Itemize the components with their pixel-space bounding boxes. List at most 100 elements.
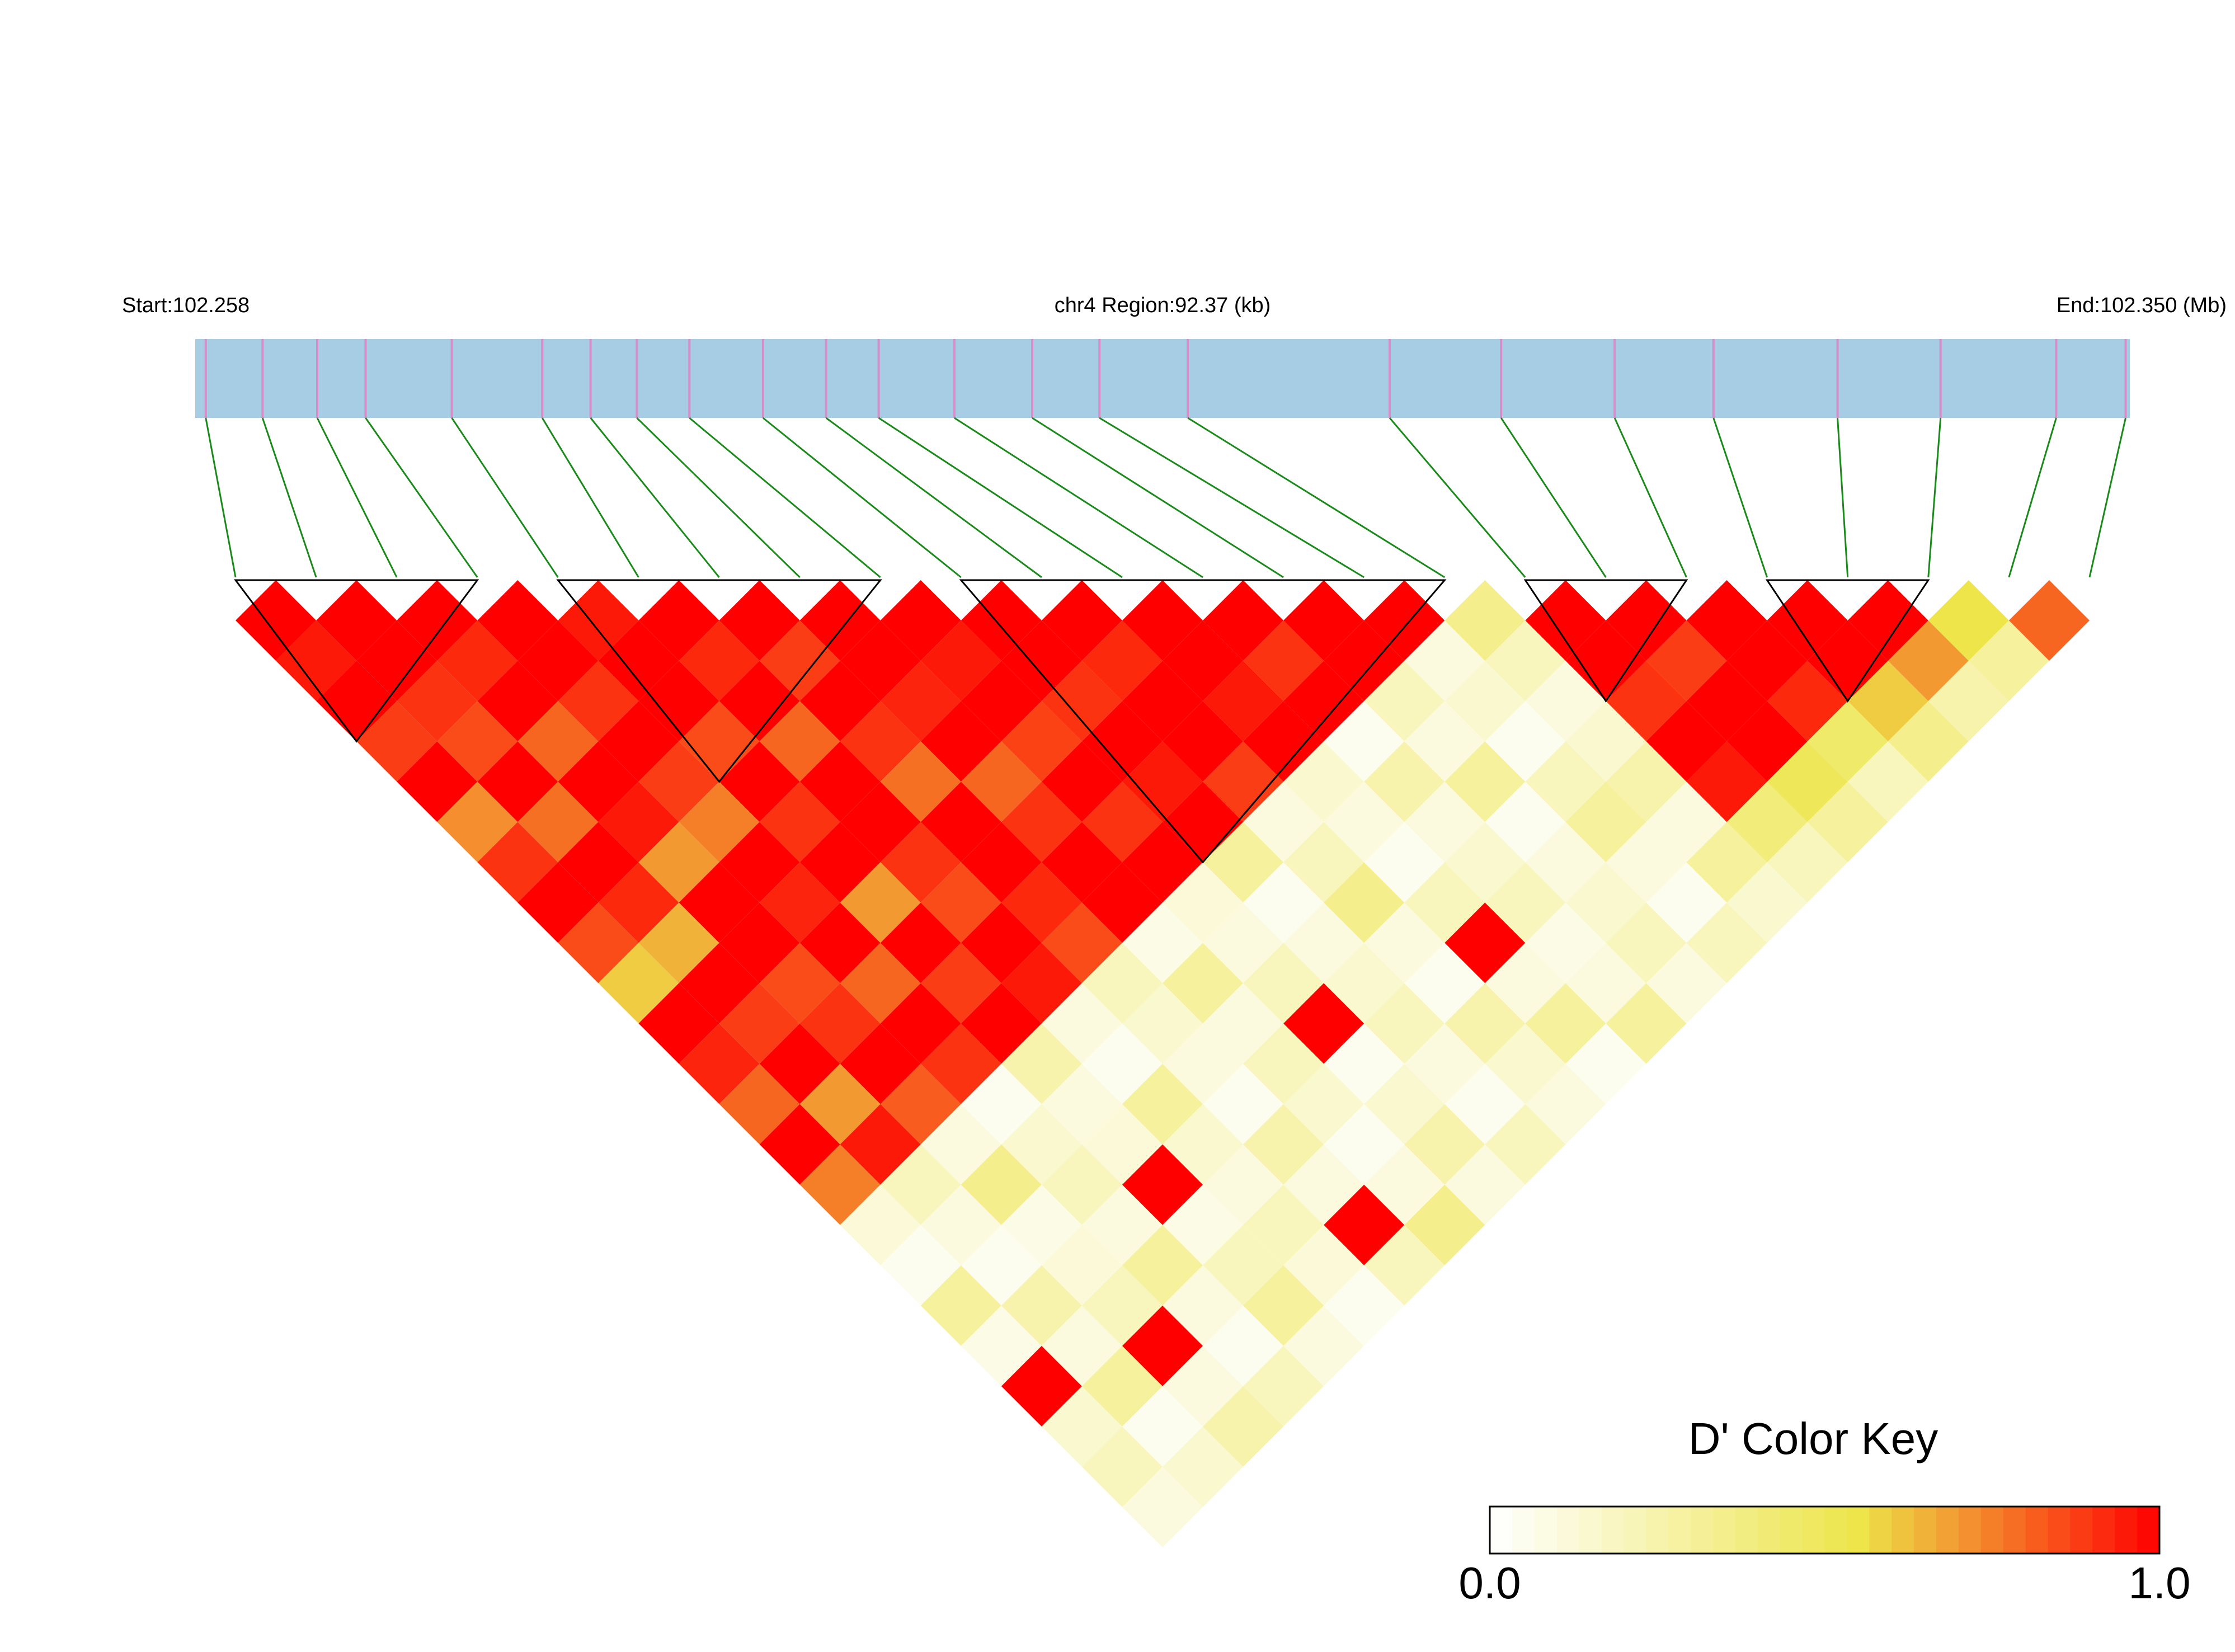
ld-cell [356, 701, 437, 782]
snp-link [1927, 417, 1942, 578]
ld-cell [517, 782, 599, 863]
ld-cell [1001, 1184, 1082, 1265]
ld-cell [1283, 661, 1364, 742]
ld-cell [1485, 943, 1566, 1024]
ld-cell [1122, 822, 1203, 903]
ld-cell [1001, 701, 1082, 782]
ld-cell [558, 902, 639, 983]
ld-cell [1525, 661, 1606, 742]
ld-cell [1606, 580, 1687, 661]
snp-link [1032, 417, 1284, 578]
ld-cell [799, 1144, 881, 1225]
ld-cell [1243, 1265, 1324, 1346]
ld-cell [1122, 1386, 1203, 1467]
ld-cell [1686, 741, 1767, 822]
ld-cell [1565, 701, 1646, 782]
ld-cell [1444, 983, 1526, 1064]
ld-cell [1847, 661, 1928, 742]
ld-cell [437, 782, 518, 863]
ld-cell [1324, 1104, 1405, 1185]
ld-cell [1081, 1023, 1163, 1104]
ld-cell [1485, 620, 1566, 702]
ld-cell [719, 741, 800, 822]
ld-cell [276, 620, 357, 702]
ld-cell [558, 661, 639, 742]
ld-cell [1525, 1063, 1606, 1145]
ld-cell [1324, 1265, 1405, 1346]
ld-cell [1444, 741, 1526, 822]
colorbar-title: D' Color Key [1688, 1414, 1938, 1463]
ld-cell [1364, 1063, 1445, 1145]
color-key-step [2070, 1507, 2093, 1554]
color-key-label: 0.0 [1458, 1558, 1521, 1608]
ld-cell [1163, 782, 1244, 863]
ld-block [1523, 579, 1688, 703]
ld-cell [961, 902, 1042, 983]
ld-cell [1726, 862, 1808, 943]
ld-cell [1243, 943, 1324, 1024]
ld-cell [1646, 943, 1727, 1024]
snp-link [2088, 417, 2126, 578]
ld-cell [598, 943, 679, 1024]
ld-cell [1203, 902, 1284, 983]
snp-link [689, 417, 881, 578]
ld-cell [598, 701, 679, 782]
ld-cell [1324, 1023, 1405, 1104]
ld-cell [1001, 620, 1082, 702]
ld-cell [1243, 1104, 1324, 1185]
ld-cell [638, 983, 719, 1064]
ld-cell [638, 822, 719, 903]
ld-cell [880, 580, 961, 661]
color-key-step [2048, 1507, 2071, 1554]
start-label: Start:102.258 [122, 294, 250, 317]
ld-cell [799, 661, 881, 742]
ld-cell [316, 661, 397, 742]
ld-cell [1081, 1426, 1163, 1507]
color-key-step [1713, 1507, 1736, 1554]
ld-cell [1686, 822, 1767, 903]
ld-cell [961, 1063, 1042, 1145]
ld-cell [1364, 983, 1445, 1064]
ld-cell [1122, 1466, 1203, 1547]
snp-link [1837, 417, 1849, 578]
ld-cell [638, 902, 719, 983]
ld-cell [1122, 661, 1203, 742]
ld-cell [759, 862, 840, 943]
ld-cell [1767, 661, 1848, 742]
snp-link [261, 417, 317, 578]
ld-cell [1243, 701, 1324, 782]
snp-link [954, 417, 1203, 578]
snp-link [316, 417, 398, 578]
ld-cell [1243, 1023, 1324, 1104]
ld-cell [1122, 902, 1203, 983]
ld-cell [397, 741, 478, 822]
ld-cell [1081, 1184, 1163, 1265]
ld-cell [961, 741, 1042, 822]
ld-cell [1324, 1184, 1405, 1265]
ld-cell [1081, 1345, 1163, 1427]
ld-cell [598, 862, 679, 943]
ld-cell [1404, 1023, 1485, 1104]
ld-cell [1001, 1345, 1082, 1427]
ld-cell [759, 701, 840, 782]
ld-cell [1968, 620, 2049, 702]
ld-cell [1283, 1305, 1364, 1386]
ld-cell [2008, 580, 2090, 661]
ld-cell [840, 701, 921, 782]
ld-cell [1646, 782, 1727, 863]
ld-cell [1203, 741, 1284, 822]
ld-cell [1485, 1104, 1566, 1185]
ld-cell [1122, 1225, 1203, 1306]
color-key-step [1556, 1507, 1580, 1554]
ld-cell [1364, 661, 1445, 742]
snp-link [451, 417, 559, 578]
ld-cell [961, 1305, 1042, 1386]
ld-cell [1444, 902, 1526, 983]
ld-cell [1122, 1144, 1203, 1225]
ld-cell [1444, 1063, 1526, 1145]
ld-cell [1081, 620, 1163, 702]
ld-cell [679, 1023, 760, 1104]
color-key-step [2092, 1507, 2115, 1554]
ld-cell [1203, 1305, 1284, 1386]
color-key-step [1490, 1507, 1513, 1554]
